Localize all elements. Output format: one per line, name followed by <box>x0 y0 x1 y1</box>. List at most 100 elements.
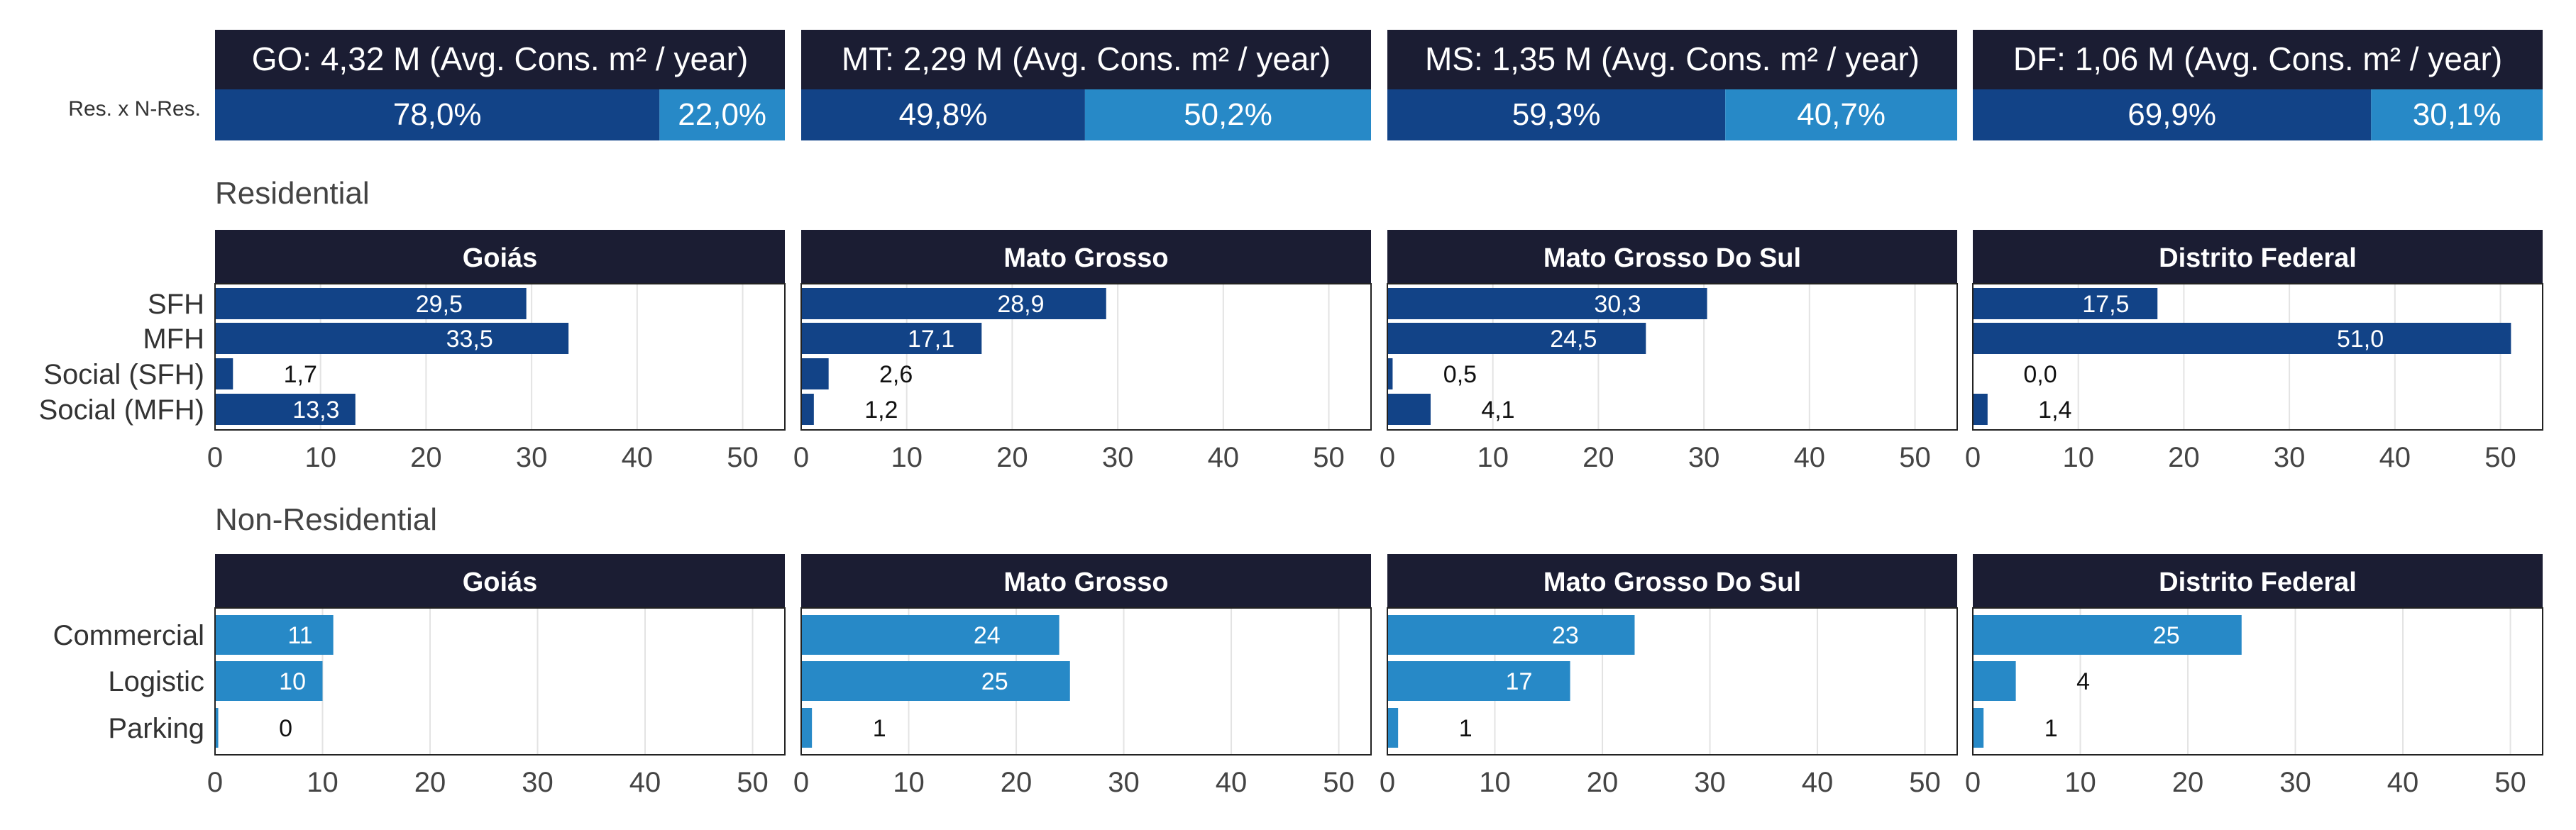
nonresidential-bar <box>1973 708 1984 748</box>
residential-bar <box>1973 394 1988 425</box>
residential-x-tick-label: 0 <box>1965 442 1981 473</box>
nonresidential-category-label: Parking <box>108 713 204 744</box>
nonresidential-panel-header-1 <box>801 554 1371 608</box>
nonresidential-x-tick-label: 20 <box>1587 767 1619 798</box>
residential-bar <box>215 358 233 389</box>
residential-section-title: Residential <box>215 176 370 211</box>
nonresidential-bar <box>1973 661 2016 701</box>
nonresidential-x-tick-label: 30 <box>1108 767 1140 798</box>
residential-category-label: Social (MFH) <box>39 394 204 426</box>
nonresidential-x-tick-label: 20 <box>2172 767 2204 798</box>
residential-bar <box>1387 288 1707 319</box>
residential-data-label: 13,3 <box>292 397 339 424</box>
nonresidential-x-tick-label: 20 <box>414 767 446 798</box>
residential-x-tick-label: 20 <box>2168 442 2200 473</box>
residential-x-tick-label: 20 <box>996 442 1028 473</box>
residential-bar <box>215 323 569 354</box>
residential-x-tick-label: 20 <box>1583 442 1614 473</box>
nonresidential-x-tick-label: 40 <box>2387 767 2419 798</box>
residential-data-label: 51,0 <box>2337 326 2384 353</box>
nonresidential-panel-title: Mato Grosso <box>1003 568 1168 597</box>
residential-data-label: 0,0 <box>2023 361 2057 388</box>
nonresidential-x-tick-label: 0 <box>793 767 809 798</box>
nonresidential-bar <box>1973 615 2242 655</box>
residential-data-label: 1,4 <box>2038 397 2071 424</box>
share-header-1 <box>801 30 1371 89</box>
residential-data-label: 33,5 <box>446 326 493 353</box>
residential-bar <box>1973 323 2511 354</box>
nonresidential-data-label: 1 <box>1459 715 1473 742</box>
nonresidential-bar <box>215 661 323 701</box>
nonresidential-x-tick-label: 30 <box>1694 767 1726 798</box>
residential-x-tick-label: 0 <box>207 442 223 473</box>
residential-data-label: 17,5 <box>2082 291 2129 318</box>
nonresidential-data-label: 4 <box>2076 668 2090 695</box>
residential-data-label: 0,5 <box>1443 361 1477 388</box>
nonresidential-x-tick-label: 50 <box>1323 767 1355 798</box>
nonresidential-panel-frame <box>800 607 1372 756</box>
residential-data-label: 1,2 <box>864 397 898 424</box>
residential-x-tick-label: 30 <box>516 442 548 473</box>
residential-x-tick-label: 30 <box>1102 442 1134 473</box>
residential-bar <box>1973 288 2158 319</box>
nonresidential-x-tick-label: 10 <box>893 767 925 798</box>
nonresidential-category-label: Commercial <box>53 620 204 651</box>
residential-data-label: 2,6 <box>879 361 913 388</box>
nonresidential-data-label: 23 <box>1552 622 1579 649</box>
nonresidential-panel-frame <box>1972 607 2543 756</box>
residential-panel-title: Distrito Federal <box>2159 243 2357 273</box>
residential-bar <box>801 358 829 389</box>
residential-bar <box>1387 394 1431 425</box>
share-header-title: GO: 4,32 M (Avg. Cons. m² / year) <box>252 40 749 77</box>
residential-data-label: 24,5 <box>1550 326 1597 353</box>
share-label-nonresidential: 30,1% <box>2413 97 2501 132</box>
nonresidential-bar <box>801 661 1070 701</box>
residential-bar <box>801 288 1106 319</box>
residential-category-label: SFH <box>148 289 204 320</box>
residential-panel-frame <box>214 283 786 431</box>
nonresidential-bar <box>1387 708 1399 748</box>
nonresidential-data-label: 10 <box>279 668 306 695</box>
residential-x-tick-label: 40 <box>622 442 654 473</box>
nonresidential-bar <box>215 708 219 748</box>
residential-x-tick-label: 20 <box>410 442 442 473</box>
share-bar-residential <box>215 89 660 140</box>
share-header-0 <box>215 30 785 89</box>
nonresidential-bar <box>1387 615 1635 655</box>
residential-x-tick-label: 40 <box>2379 442 2411 473</box>
residential-panel-title: Goiás <box>463 243 538 273</box>
residential-x-tick-label: 0 <box>1380 442 1395 473</box>
nonresidential-x-tick-label: 0 <box>1965 767 1981 798</box>
nonresidential-bar <box>801 615 1059 655</box>
residential-x-tick-label: 40 <box>1794 442 1826 473</box>
residential-x-tick-label: 30 <box>1688 442 1720 473</box>
nonresidential-x-tick-label: 10 <box>307 767 338 798</box>
residential-bar <box>801 323 982 354</box>
residential-bar <box>215 288 527 319</box>
residential-x-tick-label: 10 <box>1477 442 1509 473</box>
share-header-3 <box>1973 30 2543 89</box>
residential-panel-frame <box>800 283 1372 431</box>
residential-data-label: 1,7 <box>284 361 317 388</box>
residential-x-tick-label: 50 <box>2484 442 2516 473</box>
residential-x-tick-label: 10 <box>891 442 923 473</box>
share-bar-residential <box>801 89 1085 140</box>
nonresidential-x-tick-label: 20 <box>1001 767 1033 798</box>
nonresidential-panel-frame <box>1387 607 1958 756</box>
share-label-nonresidential: 50,2% <box>1184 97 1272 132</box>
nonresidential-x-tick-label: 40 <box>1802 767 1834 798</box>
nonresidential-x-tick-label: 30 <box>522 767 554 798</box>
residential-panel-header-0 <box>215 230 785 284</box>
nonresidential-x-tick-label: 30 <box>2279 767 2311 798</box>
share-label-residential: 69,9% <box>2128 97 2216 132</box>
nonresidential-panel-title: Goiás <box>463 568 538 597</box>
nonresidential-x-tick-label: 10 <box>1479 767 1511 798</box>
share-bar-nonresidential <box>1725 89 1957 140</box>
residential-bar <box>215 394 356 425</box>
nonresidential-data-label: 11 <box>287 622 312 649</box>
share-bar-nonresidential <box>1084 89 1371 140</box>
share-bar-residential <box>1973 89 2372 140</box>
residential-panel-header-1 <box>801 230 1371 284</box>
nonresidential-x-tick-label: 40 <box>629 767 661 798</box>
nonresidential-x-tick-label: 50 <box>737 767 769 798</box>
